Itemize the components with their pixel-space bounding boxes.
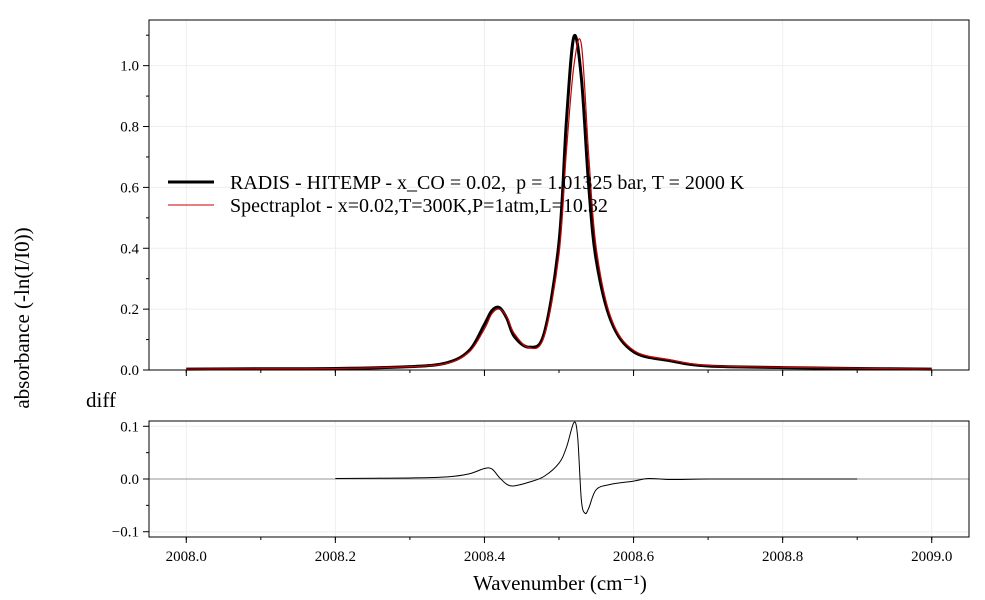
series-line-diff <box>335 421 858 515</box>
top-y-tick-label: 0.8 <box>120 120 139 136</box>
x-tick-label: 2008.4 <box>464 549 506 565</box>
top-y-tick-label: 1.0 <box>120 59 139 75</box>
legend-label-spectraplot: Spectraplot - x=0.02,T=300K,P=1atm,L=10.… <box>230 195 608 217</box>
top-y-tick-label: 0.0 <box>120 363 139 379</box>
x-tick-label: 2009.0 <box>911 549 952 565</box>
bottom-panel-series <box>335 421 858 515</box>
top-y-tick-label: 0.4 <box>120 241 139 257</box>
y-axis-label: absorbance (-ln(I/I0)) <box>10 227 34 408</box>
top-y-tick-label: 0.2 <box>120 302 139 318</box>
legend: RADIS - HITEMP - x_CO = 0.02, p = 1.0132… <box>168 172 745 217</box>
x-axis-label: Wavenumber (cm⁻¹) <box>473 571 647 595</box>
bottom-panel-ticks: 2008.0 2008.2 2008.4 2008.6 2008.8 2009.0 −0.1… <box>112 419 953 565</box>
top-panel-series <box>186 33 932 371</box>
legend-label-radis: RADIS - HITEMP - x_CO = 0.02, p = 1.0132… <box>230 172 745 194</box>
bottom-y-tick-label: 0.1 <box>120 419 139 435</box>
series-line-spectraplot <box>186 38 932 370</box>
x-tick-label: 2008.0 <box>166 549 207 565</box>
top-y-tick-label: 0.6 <box>120 180 139 196</box>
bottom-y-tick-label: 0.0 <box>120 472 139 488</box>
x-tick-label: 2008.8 <box>762 549 803 565</box>
bottom-y-tick-label: −0.1 <box>112 525 139 541</box>
top-panel-ticks: 0.0 0.2 0.4 0.6 0.8 1.0 <box>120 34 933 379</box>
diff-panel-title: diff <box>86 388 116 412</box>
series-line-radis <box>186 33 932 371</box>
x-tick-label: 2008.6 <box>613 549 655 565</box>
x-tick-label: 2008.2 <box>315 549 356 565</box>
